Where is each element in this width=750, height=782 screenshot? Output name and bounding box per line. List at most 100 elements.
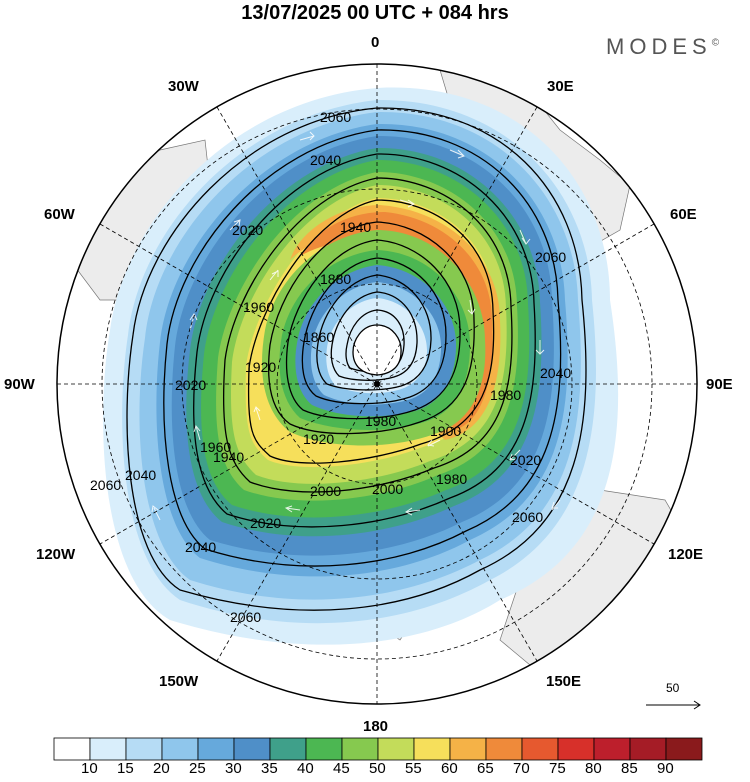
contour-label: 1980 [436,471,467,487]
colorbar-swatch [521,737,559,761]
colorbar-label: 60 [441,760,458,777]
contour-label: 2060 [512,509,543,525]
colorbar-label: 70 [513,760,530,777]
colorbar-swatch [593,737,631,761]
contour-label: 2060 [535,249,566,265]
contour-1900 [316,274,432,391]
wind-arrow [253,406,261,421]
reference-vector-label: 50 [666,681,680,695]
lon-label-180: 180 [363,718,389,735]
colorbar-swatch [377,737,415,761]
colorbar-swatch [269,737,307,761]
map-border [56,63,698,705]
contour-label: 1860 [303,329,334,345]
contour-label: 2060 [230,609,261,625]
wind-arrow [427,439,441,447]
colorbar-swatch [629,737,667,761]
colorbar-swatch [161,737,199,761]
contour-label: 1980 [490,387,521,403]
contour-label: 1960 [200,439,231,455]
wind-arrow [449,149,465,159]
contour-label: 1940 [213,449,244,465]
lon-label-90w: 90W [4,376,35,393]
wind-arrow [299,131,315,141]
contour-label: 2020 [510,452,541,468]
contour-label: 2060 [90,477,121,493]
contour-label: 1940 [340,219,371,235]
wind-arrow [151,505,161,521]
contour-label: 2020 [232,222,263,238]
lon-label-120e: 120E [668,546,704,563]
colorbar-label: 80 [585,760,602,777]
colorbar-label: 90 [657,760,674,777]
colorbar-swatch [665,737,703,761]
colorbar-swatch [413,737,451,761]
meridian-30w [216,106,538,662]
wind-arrow [551,499,561,511]
colorbar-label: 20 [153,760,170,777]
contour-1980 [247,199,495,464]
colorbar-swatch [449,737,487,761]
modes-logo: MODES© [606,34,725,59]
wind-arrow [284,505,301,513]
colorbar-label: 25 [189,760,206,777]
contour-label: 2040 [185,539,216,555]
lon-label-0: 0 [371,34,380,51]
contour-label: 2020 [175,377,206,393]
contour-1920 [301,257,447,405]
colorbar-swatch [233,737,271,761]
lon-label-150w: 150W [159,673,199,690]
wind-arrow [229,219,241,231]
colorbar-swatch [53,737,91,761]
lon-label-120w: 120W [36,546,76,563]
colorbar-label: 10 [81,760,98,777]
wind-arrow [399,199,415,208]
colorbar-label: 55 [405,760,422,777]
colorbar-label: 30 [225,760,242,777]
contour-label: 1960 [243,299,274,315]
map-disk [57,64,697,704]
colorbar-swatch [305,737,343,761]
colorbar-swatch [485,737,523,761]
colorbar-swatch [89,737,127,761]
meridian-60w [99,223,655,545]
contour-label: 2000 [310,483,341,499]
contour-label: 2040 [540,365,571,381]
colorbar-swatch [197,737,235,761]
colorbar-label: 15 [117,760,134,777]
graticule [57,64,697,704]
reference-vector [646,700,701,710]
contour-labels: 2060 2060 2060 2060 2060 2040 2040 2040 … [90,109,571,625]
colorbar-swatch [341,737,379,761]
contour-label: 2040 [310,152,341,168]
lon-label-90e: 90E [706,376,733,393]
wind-arrow [193,424,201,441]
contour-label: 1920 [245,359,276,375]
meridian-30e [216,106,538,662]
pole-dot [374,381,380,387]
contour-label: 2020 [250,515,281,531]
contour-1960 [267,221,475,435]
meridian-60e [99,223,655,545]
lon-label-30w: 30W [168,78,199,95]
contour-2060 [126,107,587,611]
colorbar-label: 85 [621,760,638,777]
contour-1880 [330,291,418,381]
contour-label: 1880 [320,271,351,287]
colorbar-label: 75 [549,760,566,777]
wind-arrow [405,507,421,516]
lon-label-60e: 60E [670,206,697,223]
contour-2040 [163,129,562,567]
contour-label: 1920 [303,431,334,447]
map-title: 13/07/2025 00 UTC + 084 hrs [241,2,509,24]
wind-arrow [467,299,476,315]
lon-label-30e: 30E [547,78,574,95]
wind-arrow [519,229,531,245]
contour-label: 1900 [430,423,461,439]
contour-label: 2060 [320,109,351,125]
wind-vectors [151,131,561,521]
contour-label: 2000 [372,481,403,497]
wind-arrow [535,340,545,355]
colorbar-label: 65 [477,760,494,777]
